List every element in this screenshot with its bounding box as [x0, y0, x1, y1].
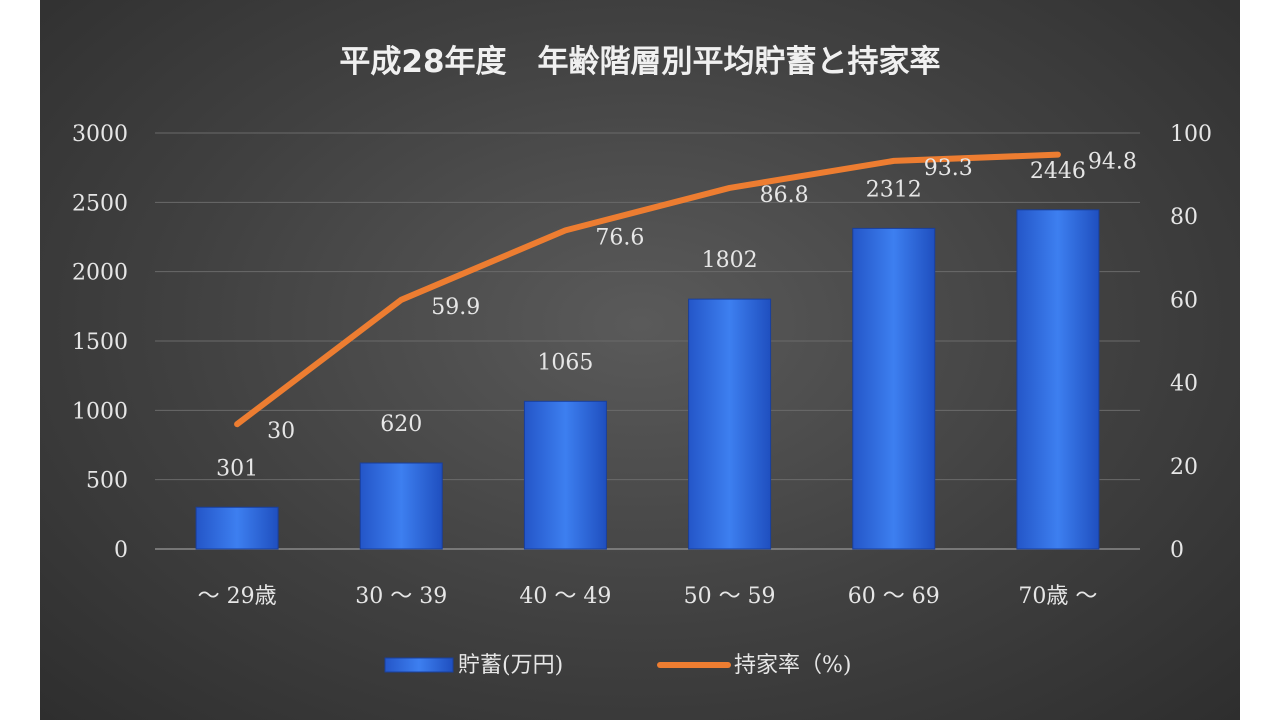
- line-data-label: 76.6: [595, 225, 644, 250]
- bar-data-label: 301: [216, 456, 258, 481]
- chart-svg: 平成28年度 年齢階層別平均貯蓄と持家率05001000150020002500…: [72, 44, 1212, 678]
- line-data-label: 86.8: [760, 183, 809, 208]
- bar-data-label: 2446: [1030, 159, 1086, 184]
- legend-swatch-bar: [384, 657, 454, 673]
- x-tick-label: 40 ～ 49: [519, 584, 611, 609]
- line-data-label: 94.8: [1088, 150, 1137, 175]
- bar: [195, 506, 279, 550]
- y-right-tick-label: 60: [1170, 288, 1198, 313]
- y-left-tick-label: 1500: [72, 330, 128, 355]
- y-left-tick-label: 2000: [72, 261, 128, 286]
- y-left-tick-label: 500: [86, 469, 128, 494]
- x-tick-label: 30 ～ 39: [355, 584, 447, 609]
- y-right-tick-label: 20: [1170, 455, 1198, 480]
- y-left-tick-label: 3000: [72, 122, 128, 147]
- x-tick-label: 60 ～ 69: [848, 584, 940, 609]
- bar: [852, 227, 936, 550]
- line-data-label: 59.9: [431, 295, 480, 320]
- x-tick-label: 50 ～ 59: [684, 584, 776, 609]
- chart-title: 平成28年度 年齢階層別平均貯蓄と持家率: [339, 44, 940, 80]
- y-left-tick-label: 2500: [72, 191, 128, 216]
- y-right-tick-label: 80: [1170, 205, 1198, 230]
- x-tick-label: 70歳 ～: [1018, 584, 1097, 609]
- bar: [688, 298, 772, 550]
- y-right-tick-label: 40: [1170, 372, 1198, 397]
- line-series: [234, 151, 1061, 428]
- legend-label-line: 持家率（%): [734, 653, 852, 678]
- x-tick-label: ～ 29歳: [198, 584, 277, 609]
- bar-data-label: 2312: [866, 177, 922, 202]
- bar: [523, 400, 607, 550]
- chart-panel: 平成28年度 年齢階層別平均貯蓄と持家率 0 500 1000 1500 2000 2500…: [40, 0, 1240, 720]
- bar-data-label: 620: [380, 412, 422, 437]
- bar: [359, 462, 443, 550]
- line-data-label: 93.3: [924, 156, 973, 181]
- y-right-tick-label: 0: [1170, 538, 1184, 563]
- legend-label-bar: 貯蓄(万円): [458, 653, 563, 678]
- y-left-tick-label: 0: [114, 538, 128, 563]
- line-data-label: 30: [267, 419, 295, 444]
- bar-data-label: 1802: [702, 248, 758, 273]
- bar: [1016, 209, 1100, 550]
- y-left-tick-label: 1000: [72, 399, 128, 424]
- bar-data-label: 1065: [537, 350, 593, 375]
- y-right-tick-label: 100: [1170, 122, 1212, 147]
